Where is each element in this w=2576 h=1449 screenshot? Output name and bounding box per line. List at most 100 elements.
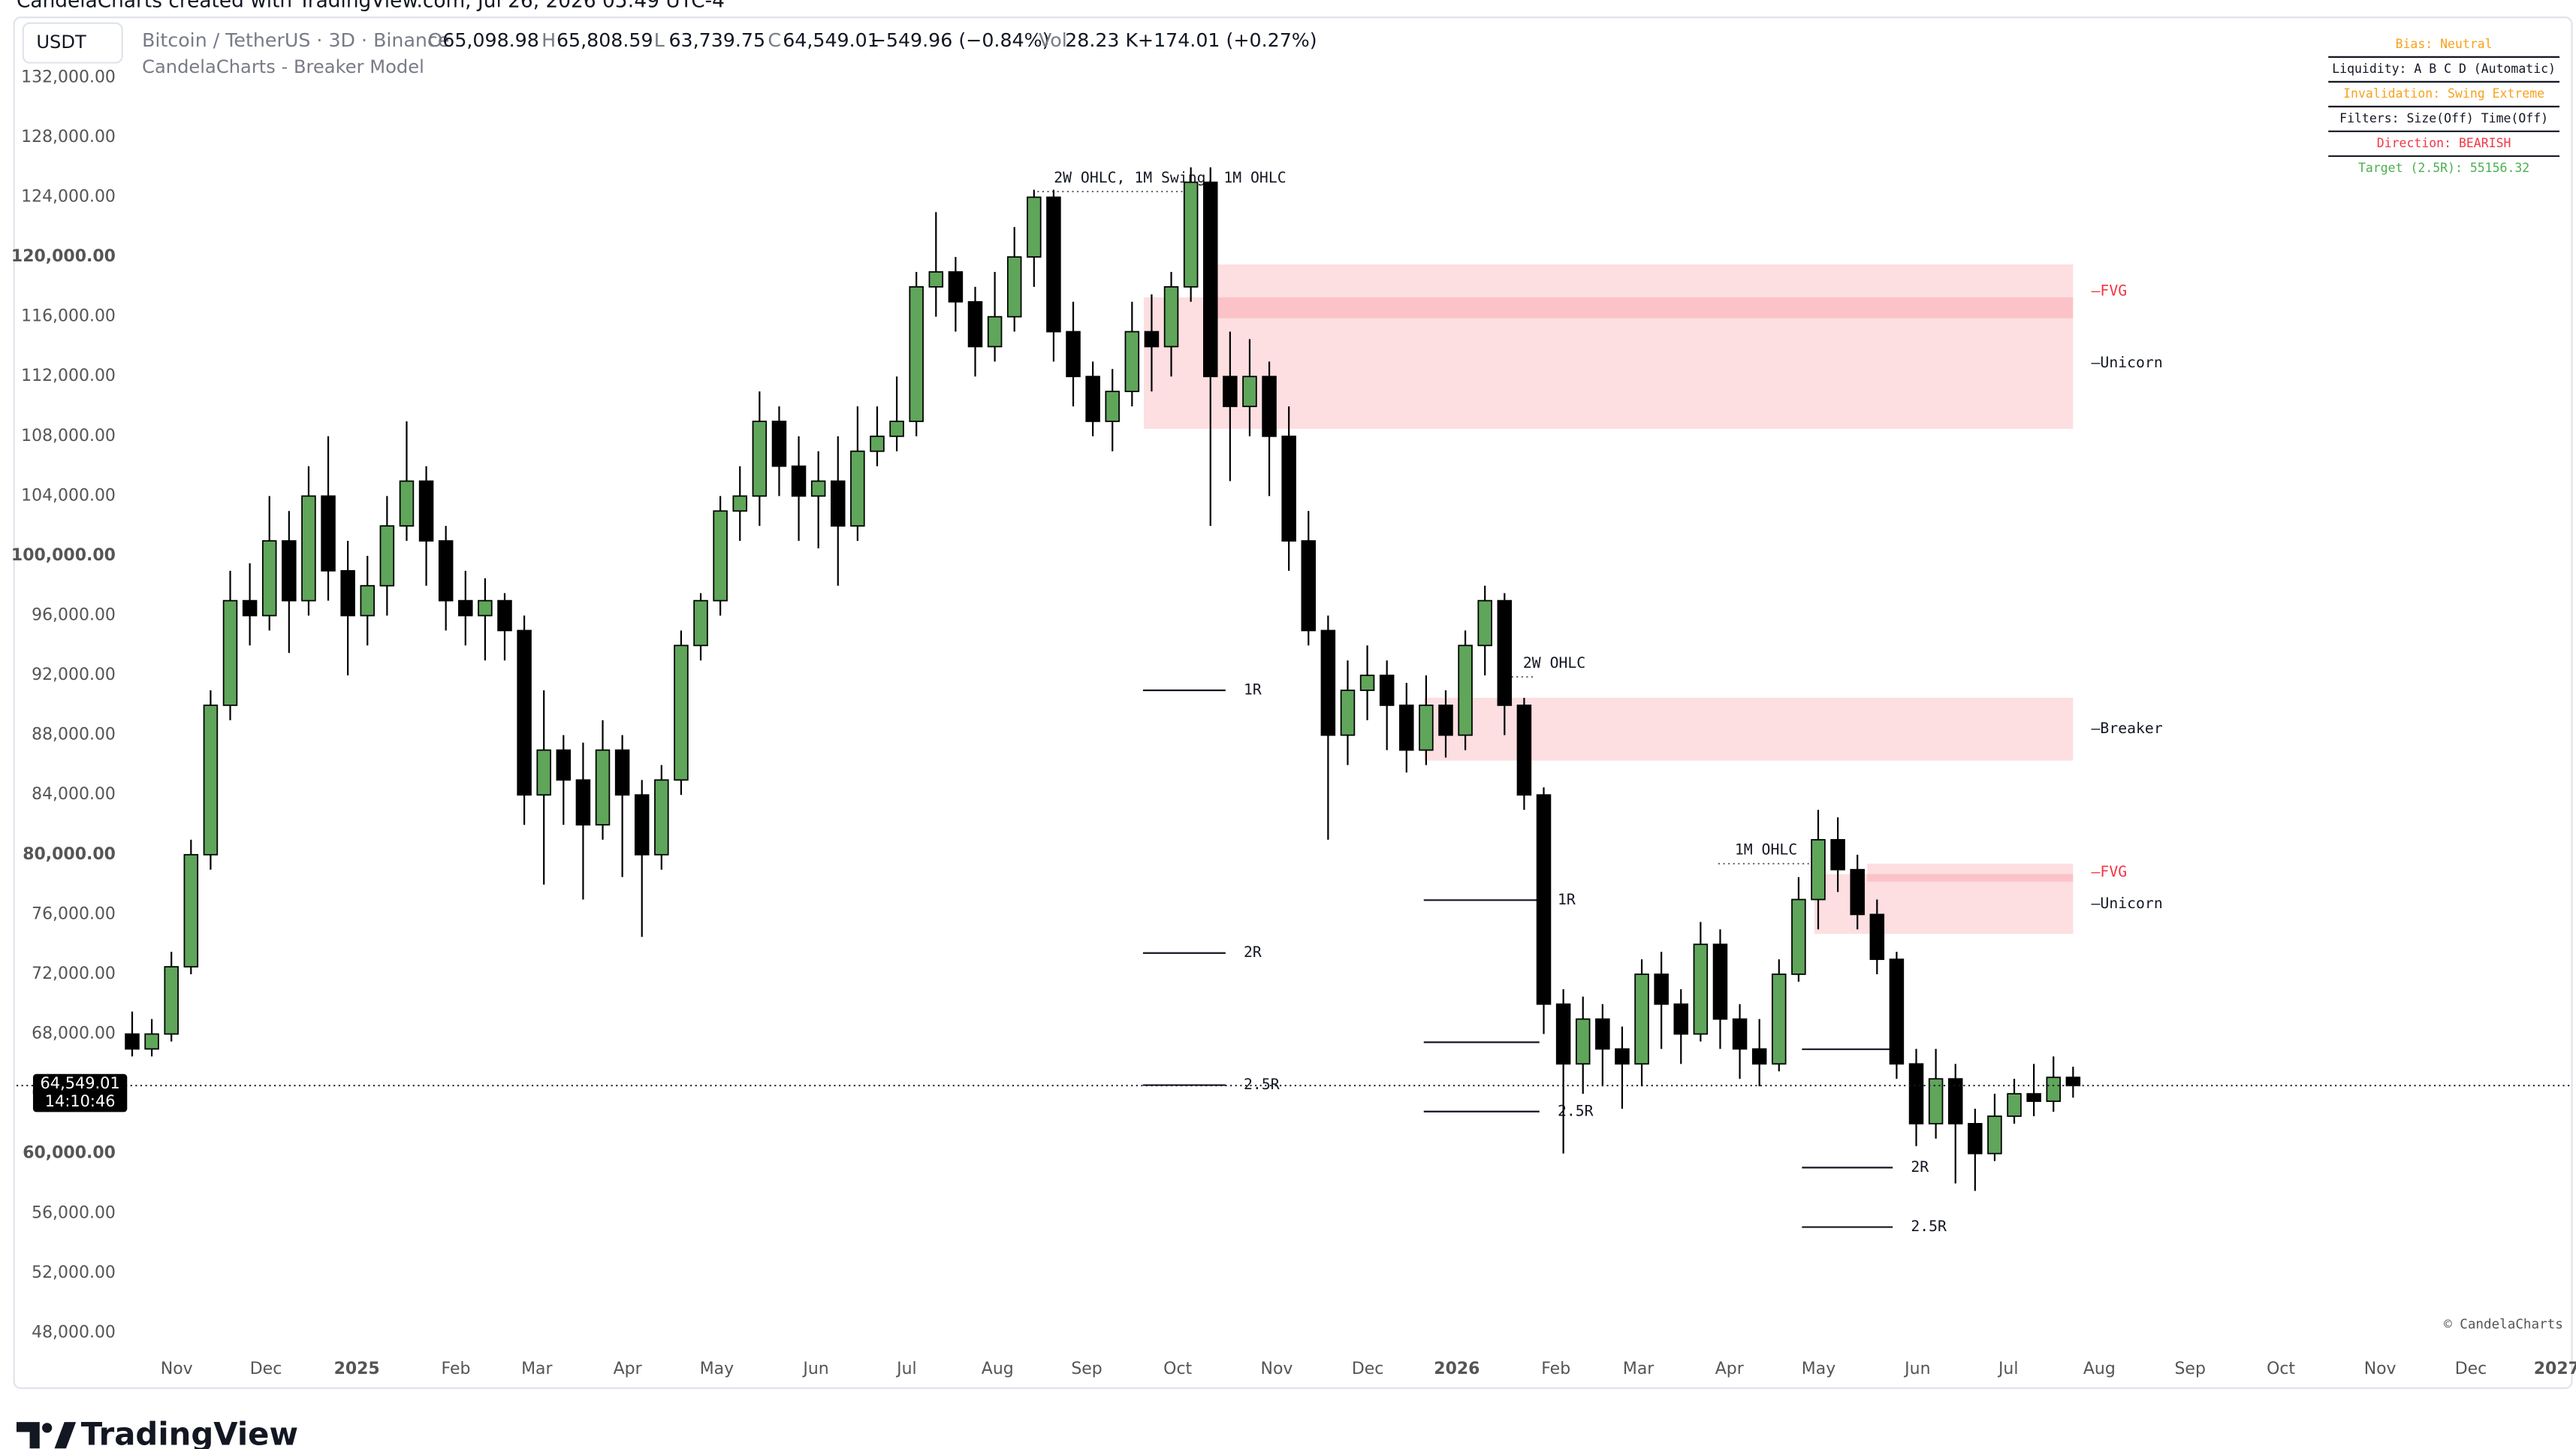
candle-body [517,629,532,796]
x-tick-label: Jun [1903,1360,1930,1378]
candle-body [1654,974,1669,1005]
candle-body [321,495,336,572]
y-tick-label: 92,000.00 [32,666,116,684]
x-tick-label: Sep [1071,1360,1102,1378]
currency-box[interactable] [22,22,123,64]
last-price-box [32,1073,128,1112]
candle-body [1673,1003,1689,1035]
r-level-label: 2R [1244,943,1262,961]
ohlc-label: L [654,29,665,51]
brand: TradingView [81,1415,298,1449]
candle-body [575,779,591,826]
currency[interactable]: USDT [36,32,86,53]
candle-body [458,599,473,617]
x-tick-label: 2027 [2534,1360,2576,1378]
logo-slash [54,1422,77,1449]
x-tick-label: Dec [250,1360,282,1378]
candle-body [1340,690,1356,736]
candle-body [1066,331,1081,378]
candle-body [1105,391,1120,422]
ohlc-label: H [541,29,556,51]
y-tick-label: 52,000.00 [32,1263,116,1282]
candle-body [379,525,395,587]
zone-label: –Unicorn [2092,354,2163,371]
r-level-label: 2.5R [1244,1076,1280,1093]
y-tick-label: 48,000.00 [32,1323,116,1342]
candle-body [1869,913,1885,960]
r-level-label: 1R [1558,891,1576,908]
candle-body [1379,675,1395,706]
x-tick-label: Feb [1541,1360,1570,1378]
candle-body [889,421,904,437]
x-tick-label: Jul [1997,1360,2019,1378]
candle-body [1751,1048,1767,1065]
candle-body [203,705,219,856]
candle-body [1987,1115,2002,1155]
candle-body [1516,705,1532,796]
indicator-name[interactable]: CandelaCharts - Breaker Model [142,56,424,77]
candle-body [2046,1076,2061,1102]
symbol: Bitcoin / TetherUS · 3D · Binance [142,29,449,51]
candle-body [282,540,297,602]
candle-body [2026,1093,2041,1102]
table-cell: Direction: BEARISH [2377,136,2511,150]
candle-body [831,480,846,527]
candle-body [1085,376,1100,422]
candle-body [1320,629,1336,736]
candle-body [1536,794,1552,1005]
candle-body [1223,376,1238,407]
x-tick-label: Dec [1352,1360,1384,1378]
candle-body [1575,1018,1591,1065]
candle-body [1183,181,1199,288]
candle-body [1595,1018,1610,1050]
candle-body [810,480,826,497]
y-tick-label: 132,000.00 [21,68,116,86]
x-tick-label: Apr [1715,1360,1745,1378]
candle-body [1163,285,1179,348]
copyright: © CandelaCharts [2444,1317,2563,1332]
candle-body [1359,675,1375,691]
candle-body [1124,331,1140,393]
y-tick-label: 108,000.00 [21,427,116,445]
zone-label: –Breaker [2092,720,2163,737]
candle-body [340,569,355,617]
candle-body [164,966,179,1035]
x-tick-label: May [700,1360,734,1378]
ohlc-value: 63,739.75 [668,29,765,51]
logo-dot [42,1423,53,1433]
candle-body [1027,196,1042,258]
y-tick-label: 96,000.00 [32,606,116,625]
candle-body [634,794,650,856]
candle-body [1693,943,1709,1035]
candle-body [1634,974,1649,1065]
r-level-label: 2.5R [1558,1102,1594,1119]
candle-body [125,1033,140,1050]
table-cell: Bias: Neutral [2396,37,2493,51]
last-price-label: 64,549.01 [41,1074,120,1092]
candle-body [1712,943,1728,1020]
x-tick-label: Oct [2267,1360,2295,1378]
x-tick-label: Sep [2174,1360,2205,1378]
candle-body [850,450,865,527]
candle-body [1242,376,1257,407]
candle-body [183,853,199,968]
change: −549.96 (−0.84%) [870,29,1050,51]
y-tick-label: 120,000.00 [11,247,116,266]
candle-body [1732,1018,1748,1050]
candle-body [1399,705,1414,751]
candle-body [1144,331,1160,348]
candle-body [1301,540,1317,632]
x-tick-label: Apr [614,1360,643,1378]
candle-body [771,421,787,467]
y-tick-label: 68,000.00 [32,1025,116,1043]
candle-body [2065,1076,2081,1087]
volume-label: Vol [1039,29,1067,51]
zone [1424,697,2074,761]
legend-line: Bitcoin / TetherUS · 3D · BinanceO65,098… [142,29,1317,51]
candle-body [497,599,512,632]
candle-body [1830,839,1845,871]
candle-body [1928,1078,1944,1124]
candle-body [438,540,454,602]
candle-body [1555,1003,1571,1065]
y-tick-label: 116,000.00 [21,307,116,326]
